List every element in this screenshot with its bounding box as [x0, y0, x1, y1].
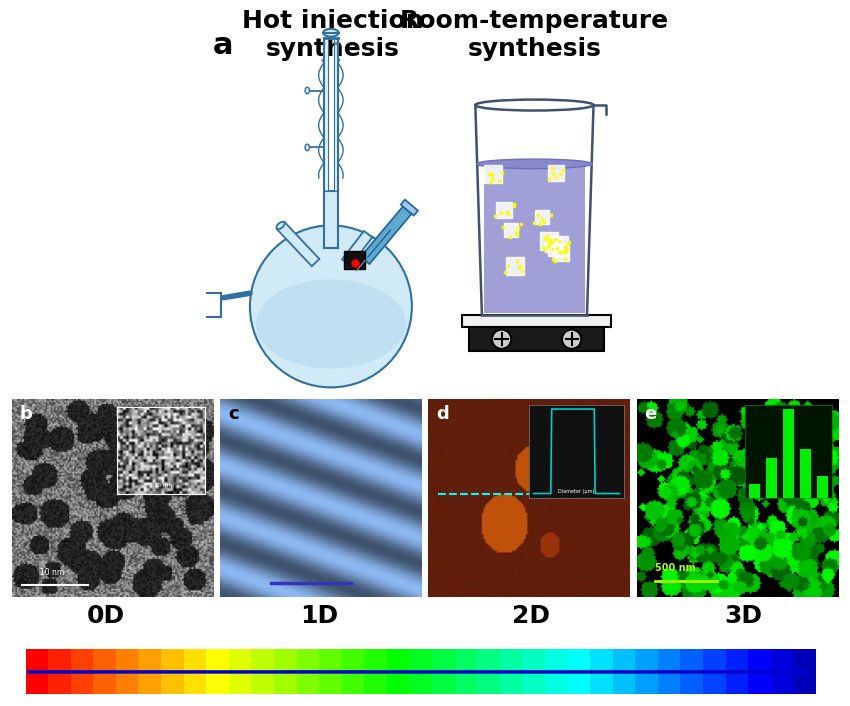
Ellipse shape: [250, 225, 412, 388]
Bar: [116, 649, 140, 694]
Polygon shape: [462, 315, 611, 328]
Bar: [319, 649, 343, 694]
Polygon shape: [484, 164, 585, 313]
Bar: [477, 649, 501, 694]
Bar: [197, 293, 222, 317]
Bar: [613, 649, 637, 694]
Ellipse shape: [475, 100, 593, 111]
Bar: [342, 649, 366, 694]
Text: b: b: [20, 405, 33, 423]
Bar: [344, 251, 365, 269]
Bar: [726, 649, 750, 694]
Ellipse shape: [256, 280, 405, 369]
Ellipse shape: [305, 88, 309, 94]
Bar: [635, 649, 660, 694]
Ellipse shape: [477, 159, 592, 169]
Text: 500 nm: 500 nm: [654, 563, 695, 573]
Bar: [545, 649, 570, 694]
Text: d: d: [436, 405, 449, 423]
Bar: [94, 649, 117, 694]
Bar: [139, 649, 162, 694]
Bar: [365, 649, 388, 694]
Polygon shape: [324, 191, 338, 248]
Bar: [568, 649, 592, 694]
Bar: [207, 649, 230, 694]
Text: a: a: [212, 30, 233, 59]
Bar: [297, 649, 320, 694]
Bar: [71, 649, 95, 694]
Bar: [229, 649, 253, 694]
Text: Hot injection
synthesis: Hot injection synthesis: [242, 8, 424, 61]
Circle shape: [562, 330, 581, 349]
Polygon shape: [400, 200, 418, 215]
Bar: [387, 649, 411, 694]
Polygon shape: [277, 222, 320, 266]
Bar: [703, 649, 728, 694]
Text: 1D: 1D: [300, 604, 337, 628]
Bar: [161, 649, 185, 694]
Bar: [793, 649, 818, 694]
Polygon shape: [475, 105, 593, 315]
Polygon shape: [360, 206, 411, 264]
Bar: [48, 649, 72, 694]
Text: Room-temperature
synthesis: Room-temperature synthesis: [400, 8, 669, 61]
Bar: [432, 649, 456, 694]
Bar: [26, 649, 49, 694]
Text: 3D: 3D: [725, 604, 762, 628]
Bar: [748, 649, 773, 694]
Bar: [410, 649, 434, 694]
Bar: [455, 649, 479, 694]
Bar: [658, 649, 682, 694]
Polygon shape: [468, 328, 604, 352]
Ellipse shape: [167, 291, 180, 306]
Polygon shape: [342, 231, 372, 266]
Ellipse shape: [323, 29, 338, 37]
Text: 0D: 0D: [88, 604, 125, 628]
Bar: [500, 649, 524, 694]
Ellipse shape: [276, 222, 285, 229]
Bar: [252, 649, 275, 694]
Bar: [274, 649, 298, 694]
Bar: [184, 649, 207, 694]
Bar: [681, 649, 705, 694]
Bar: [590, 649, 615, 694]
Text: 2D: 2D: [513, 604, 550, 628]
Ellipse shape: [305, 144, 309, 150]
Polygon shape: [324, 38, 328, 191]
Circle shape: [492, 330, 511, 349]
Text: c: c: [228, 405, 239, 423]
Text: e: e: [644, 405, 657, 423]
Bar: [771, 649, 795, 694]
Bar: [523, 649, 547, 694]
Polygon shape: [334, 38, 338, 191]
Text: 10 nm: 10 nm: [40, 568, 65, 577]
